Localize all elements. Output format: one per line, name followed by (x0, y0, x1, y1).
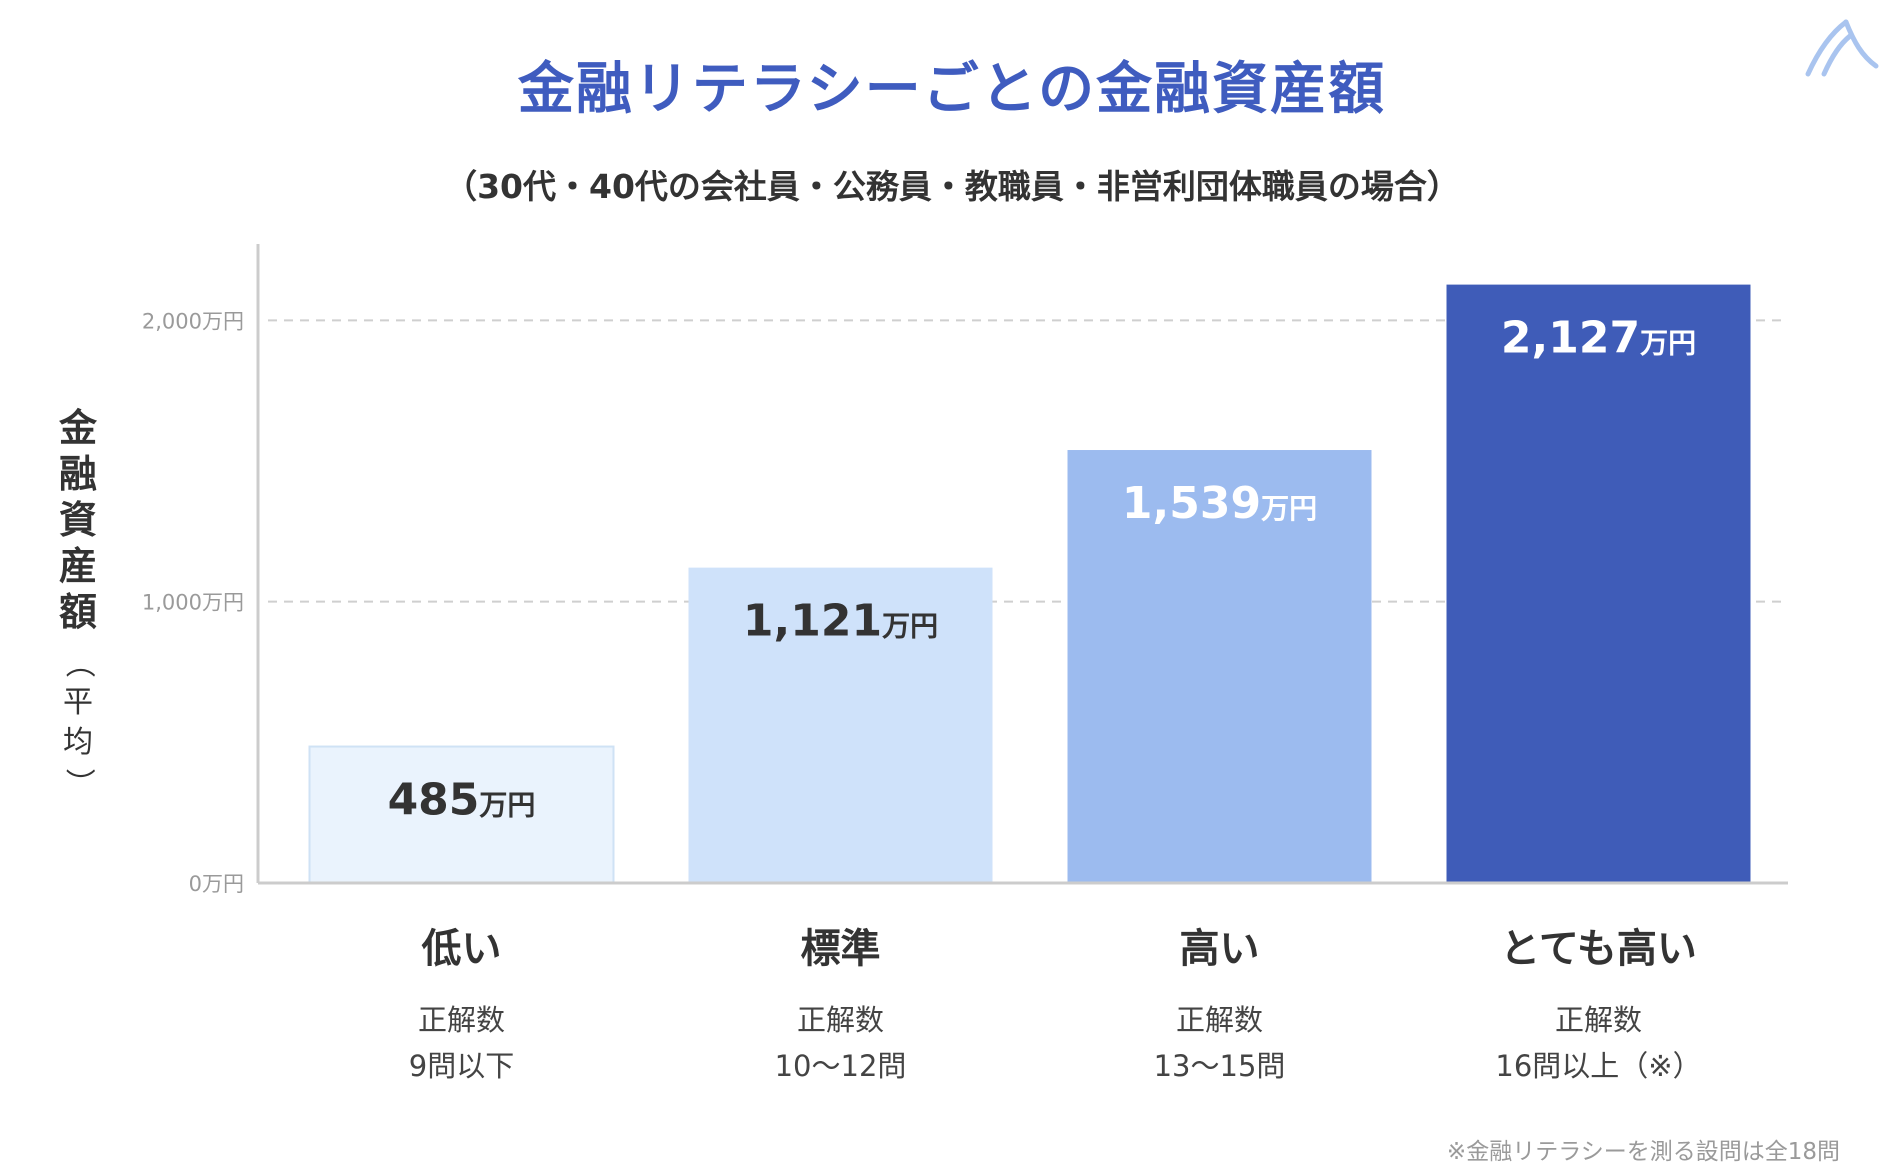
chart-subtitle: （30代・40代の会社員・公務員・教職員・非営利団体職員の場合） (444, 167, 1460, 206)
bar-value-unit: 万円 (1640, 327, 1696, 360)
bar (688, 567, 993, 883)
y-axis-label-char: 融 (58, 452, 97, 496)
x-category-detail: 16問以上（※） (1495, 1049, 1701, 1083)
footnote: ※金融リテラシーを測る設問は全18問 (1446, 1139, 1840, 1165)
y-axis-label: 金 融 資 産 額 （ 平 均 ） (50, 405, 106, 803)
bar-value-number: 1,121 (743, 596, 882, 647)
y-tick-label: 2,000万円 (142, 309, 244, 333)
x-category-detail: 正解数 (1555, 1003, 1642, 1037)
y-tick-label: 0万円 (189, 872, 244, 896)
x-category-detail: 9問以下 (409, 1049, 514, 1083)
bar-value-label: 2,127万円 (1501, 313, 1696, 364)
bar (1067, 450, 1372, 883)
bar-value-number: 2,127 (1501, 313, 1640, 364)
x-category-label: 低い (422, 926, 502, 972)
x-category-detail: 正解数 (1176, 1003, 1263, 1037)
chart-title: 金融リテラシーごとの金融資産額 (517, 57, 1387, 122)
bar-value-label: 1,539万円 (1122, 478, 1317, 529)
x-category-label: とても高い (1500, 926, 1697, 972)
x-category-detail: 13〜15問 (1154, 1049, 1286, 1083)
bar-value-unit: 万円 (479, 789, 535, 822)
x-category-label: 高い (1180, 926, 1260, 972)
bar-value-unit: 万円 (882, 610, 938, 643)
y-axis-label-char: 均 (63, 725, 93, 760)
brand-logo-icon (1805, 19, 1879, 77)
y-axis-label-char: 平 (63, 685, 93, 720)
bar-value-label: 485万円 (388, 775, 536, 826)
y-axis-label-char: 額 (58, 590, 97, 634)
y-axis-label-char: 金 (58, 406, 97, 450)
bar-value-number: 1,539 (1122, 478, 1261, 529)
x-category-detail: 正解数 (418, 1003, 505, 1037)
bar-value-unit: 万円 (1261, 492, 1317, 525)
x-category-detail: 10〜12問 (775, 1049, 907, 1083)
bar-value-number: 485 (388, 775, 480, 826)
y-axis-label-char: 資 (58, 498, 97, 542)
x-category-detail: 正解数 (797, 1003, 884, 1037)
y-axis-label-sub: （ 平 均 ） (61, 643, 96, 803)
y-axis-label-char: 産 (58, 544, 97, 588)
x-category-label: 標準 (801, 926, 881, 972)
y-tick-label: 1,000万円 (142, 591, 244, 615)
bar (1446, 284, 1751, 883)
bar-value-label: 1,121万円 (743, 596, 938, 647)
